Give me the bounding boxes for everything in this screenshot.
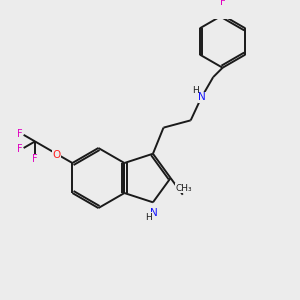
Text: F: F [220, 0, 226, 7]
Text: CH₃: CH₃ [176, 184, 192, 193]
Text: O: O [53, 150, 61, 160]
Text: F: F [17, 129, 23, 139]
Text: N: N [198, 92, 206, 102]
Text: N: N [150, 208, 158, 218]
Text: F: F [17, 144, 23, 154]
Text: H: H [145, 213, 152, 222]
Text: F: F [32, 154, 38, 164]
Text: H: H [192, 86, 199, 95]
